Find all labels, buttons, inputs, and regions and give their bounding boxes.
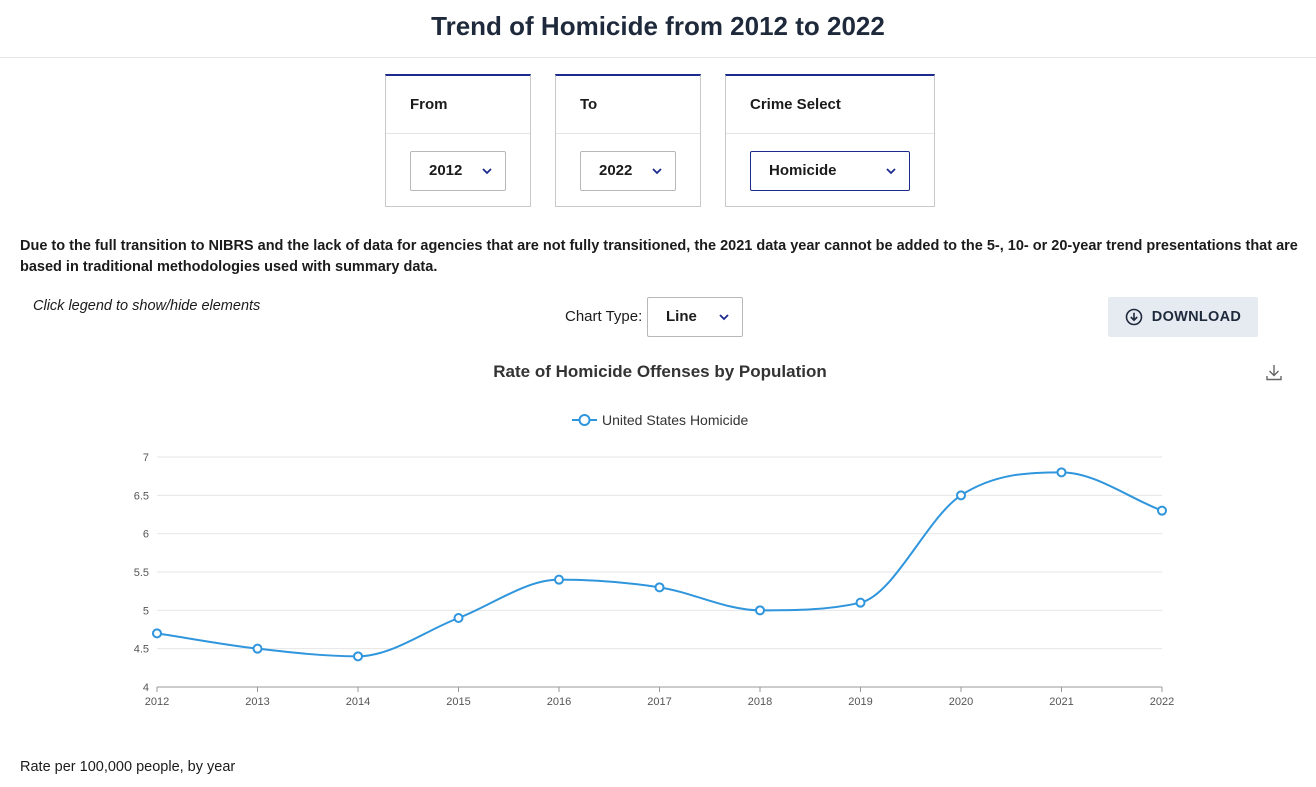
series-line-united-states-homicide [156,471,1163,658]
x-tick-label: 2013 [245,696,269,708]
download-button[interactable]: DOWNLOAD [1108,297,1258,337]
data-point-2019[interactable] [855,597,866,608]
to-year-value: 2022 [599,162,633,179]
y-tick-label: 4.5 [134,644,149,656]
chevron-down-icon [482,168,492,175]
y-tick-label: 5 [143,605,149,617]
to-year-select[interactable]: 2022 [580,151,676,191]
y-tick-label: 4 [143,682,149,694]
download-circle-icon [1125,308,1143,326]
x-tick-label: 2021 [1049,696,1073,708]
from-label: From [386,76,530,134]
to-label: To [556,76,700,134]
legend-hint: Click legend to show/hide elements [33,298,261,314]
x-tick-label: 2012 [145,696,169,708]
data-point-2014[interactable] [353,651,363,662]
x-tick-label: 2014 [346,696,370,708]
crime-select[interactable]: Homicide [750,151,910,191]
y-tick-label: 6.5 [134,490,149,502]
chart-title: Rate of Homicide Offenses by Population [493,362,826,381]
data-point-2015[interactable] [453,613,464,623]
crime-select-label: Crime Select [726,76,934,134]
from-year-value: 2012 [429,162,463,179]
chart-type-select[interactable]: Line [647,297,743,337]
page-title: Trend of Homicide from 2012 to 2022 [0,0,1316,58]
data-point-2018[interactable] [755,605,765,616]
crime-select-value: Homicide [769,162,837,179]
data-point-2013[interactable] [252,643,263,654]
x-tick-label: 2015 [446,696,470,708]
chevron-down-icon [719,314,729,321]
x-tick-label: 2016 [547,696,571,708]
data-point-2017[interactable] [654,582,665,593]
legend-marker [578,414,591,426]
to-filter-card: To 2022 [555,74,701,207]
data-point-2022[interactable] [1157,505,1167,516]
x-tick-label: 2020 [949,696,973,708]
chart-export-icon[interactable] [1266,365,1282,381]
y-tick-label: 7 [143,452,149,464]
chart-type-label: Chart Type: [565,308,643,325]
chart-legend[interactable]: United States Homicide [572,412,749,428]
y-tick-label: 5.5 [134,567,149,579]
chart-footnote: Rate per 100,000 people, by year [20,759,236,775]
y-tick-label: 6 [143,529,149,541]
chevron-down-icon [886,168,896,175]
data-point-2021[interactable] [1056,467,1067,478]
homicide-rate-chart: Rate of Homicide Offenses by Population … [134,362,1282,708]
from-year-select[interactable]: 2012 [410,151,506,191]
chart-type-value: Line [666,308,697,325]
x-tick-label: 2022 [1150,696,1174,708]
data-point-2020[interactable] [956,490,966,501]
chevron-down-icon [652,168,662,175]
x-tick-label: 2017 [647,696,671,708]
legend-label: United States Homicide [602,412,749,428]
x-tick-label: 2018 [748,696,772,708]
nibrs-notice: Due to the full transition to NIBRS and … [20,238,1298,275]
from-filter-card: From 2012 [385,74,531,207]
x-tick-label: 2019 [848,696,872,708]
data-point-2016[interactable] [554,574,564,585]
crime-filter-card: Crime Select Homicide [725,74,935,207]
data-point-2012[interactable] [152,628,162,639]
download-label: DOWNLOAD [1151,309,1242,325]
